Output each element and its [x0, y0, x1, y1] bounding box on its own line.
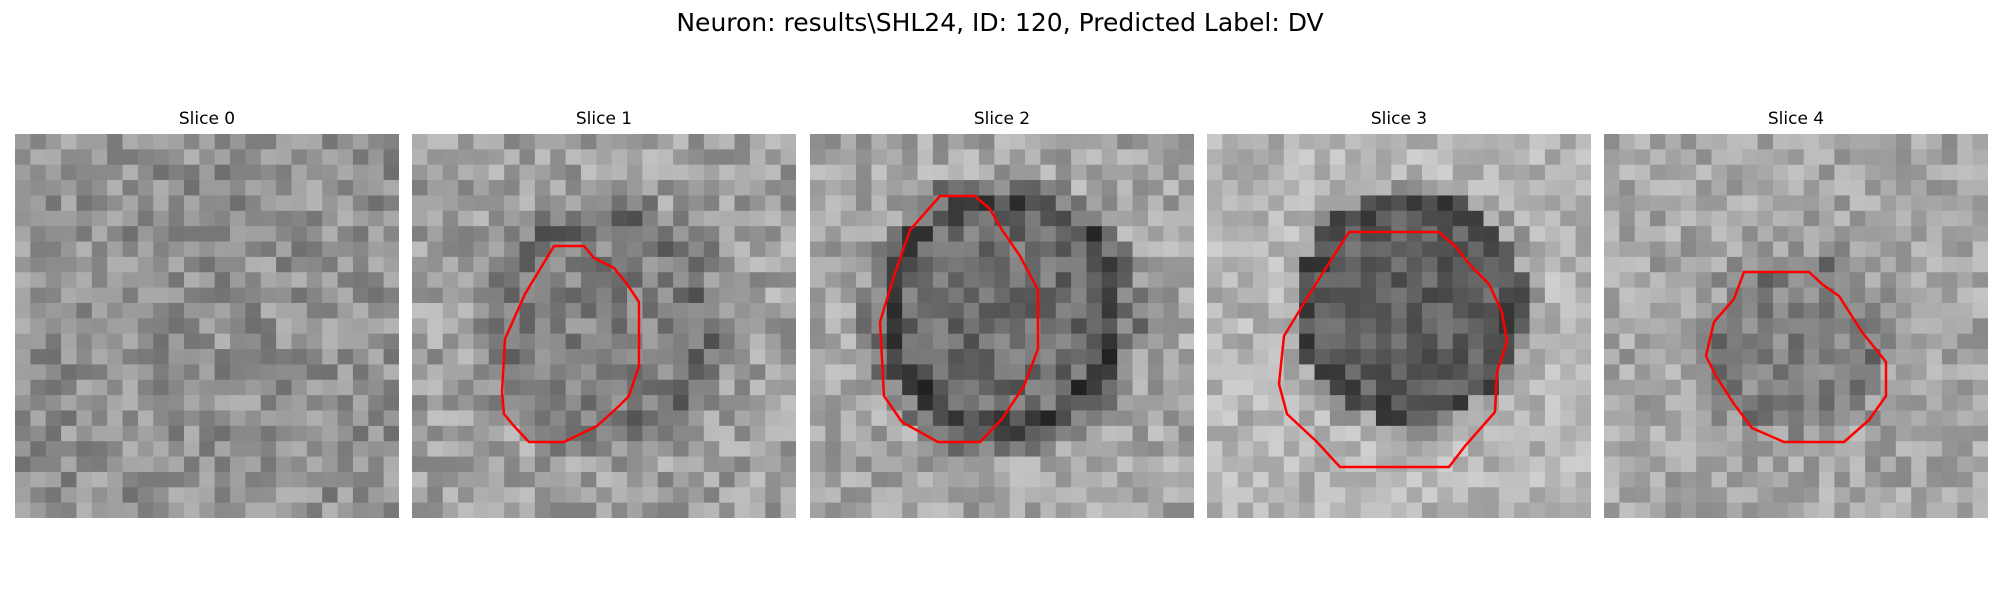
- pixel-grid: [1604, 134, 1988, 518]
- pixel-grid: [810, 134, 1194, 518]
- neuron-contour: [1277, 230, 1509, 469]
- pixel-grid: [15, 134, 399, 518]
- slice-image: [1604, 134, 1988, 518]
- slice-title: Slice 2: [973, 109, 1031, 129]
- neuron-contour: [1704, 270, 1888, 444]
- slice-panel-0: Slice 0: [15, 108, 399, 520]
- slice-image: [412, 134, 796, 518]
- slice-title: Slice 1: [575, 109, 633, 129]
- slice-image: [810, 134, 1194, 518]
- pixel-grid: [412, 134, 796, 518]
- slice-title: Slice 4: [1767, 109, 1825, 129]
- slice-title: Slice 3: [1370, 109, 1428, 129]
- neuron-contour: [878, 194, 1040, 444]
- neuron-contour: [500, 244, 641, 444]
- slice-panel-3: Slice 3: [1207, 108, 1591, 520]
- slice-panel-4: Slice 4: [1604, 108, 1988, 520]
- slice-title: Slice 0: [178, 109, 236, 129]
- slice-panel-1: Slice 1: [412, 108, 796, 520]
- figure-title: Neuron: results\SHL24, ID: 120, Predicte…: [676, 8, 1324, 37]
- slice-image: [1207, 134, 1591, 518]
- pixel-grid: [1207, 134, 1591, 518]
- slice-image: [15, 134, 399, 518]
- slice-panel-2: Slice 2: [810, 108, 1194, 520]
